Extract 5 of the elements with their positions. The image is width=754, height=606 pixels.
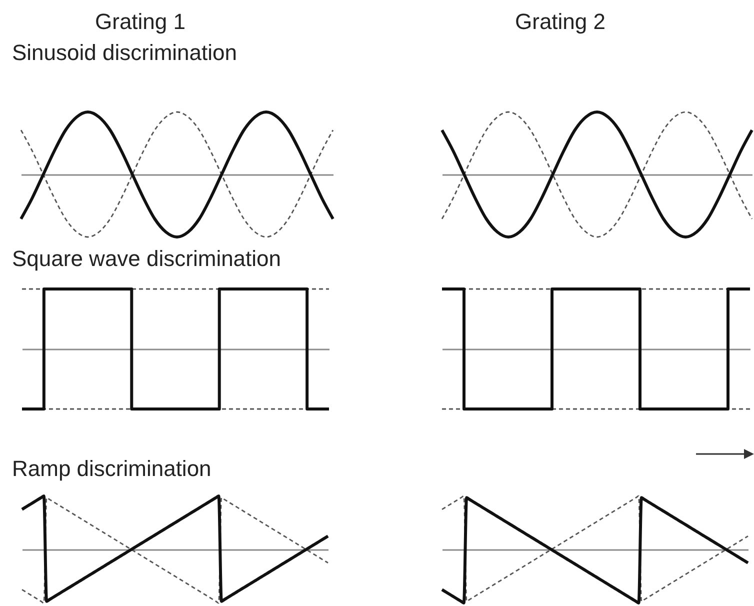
chart-title: Square wave discrimination — [12, 246, 282, 271]
chart-title: Grating 1 — [95, 9, 186, 34]
chart-title: Grating 2 — [515, 9, 606, 34]
chart-title: Ramp discrimination — [12, 456, 212, 481]
chart-subtitle: Sinusoid discrimination — [12, 40, 237, 65]
